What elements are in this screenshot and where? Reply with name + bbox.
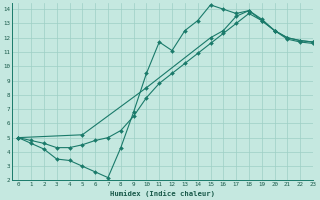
X-axis label: Humidex (Indice chaleur): Humidex (Indice chaleur) <box>110 190 215 197</box>
